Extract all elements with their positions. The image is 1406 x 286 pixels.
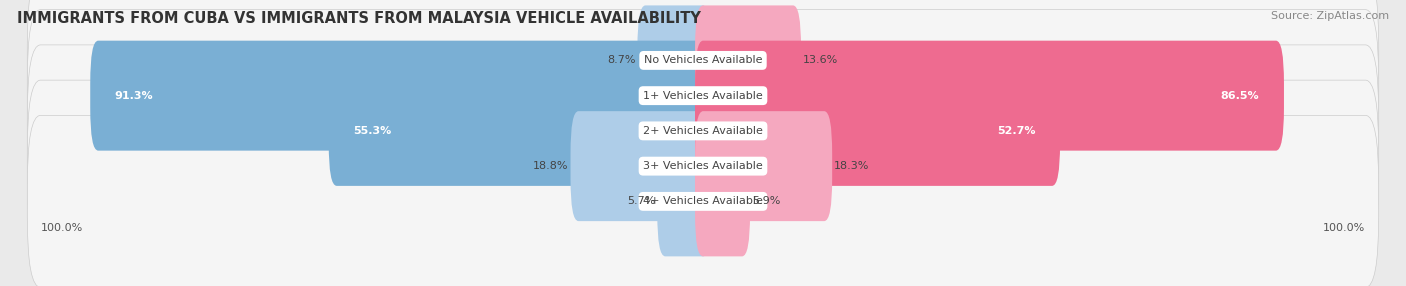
Text: 5.7%: 5.7% bbox=[627, 196, 655, 206]
FancyBboxPatch shape bbox=[695, 5, 801, 115]
FancyBboxPatch shape bbox=[27, 0, 1379, 146]
Text: 18.8%: 18.8% bbox=[533, 161, 568, 171]
Text: 5.9%: 5.9% bbox=[752, 196, 780, 206]
FancyBboxPatch shape bbox=[695, 41, 1284, 151]
Text: 4+ Vehicles Available: 4+ Vehicles Available bbox=[643, 196, 763, 206]
FancyBboxPatch shape bbox=[329, 76, 711, 186]
FancyBboxPatch shape bbox=[695, 146, 749, 256]
FancyBboxPatch shape bbox=[695, 76, 1060, 186]
Text: 2+ Vehicles Available: 2+ Vehicles Available bbox=[643, 126, 763, 136]
Text: No Vehicles Available: No Vehicles Available bbox=[644, 55, 762, 65]
FancyBboxPatch shape bbox=[27, 115, 1379, 286]
FancyBboxPatch shape bbox=[27, 45, 1379, 217]
Text: 91.3%: 91.3% bbox=[115, 91, 153, 101]
Text: 18.3%: 18.3% bbox=[834, 161, 869, 171]
Text: 8.7%: 8.7% bbox=[607, 55, 636, 65]
Text: 100.0%: 100.0% bbox=[41, 223, 83, 233]
FancyBboxPatch shape bbox=[27, 10, 1379, 182]
Text: 3+ Vehicles Available: 3+ Vehicles Available bbox=[643, 161, 763, 171]
FancyBboxPatch shape bbox=[90, 41, 711, 151]
Text: 100.0%: 100.0% bbox=[1323, 223, 1365, 233]
FancyBboxPatch shape bbox=[695, 111, 832, 221]
Text: 1+ Vehicles Available: 1+ Vehicles Available bbox=[643, 91, 763, 101]
Legend: Immigrants from Cuba, Immigrants from Malaysia: Immigrants from Cuba, Immigrants from Ma… bbox=[529, 282, 877, 286]
Text: 86.5%: 86.5% bbox=[1220, 91, 1260, 101]
FancyBboxPatch shape bbox=[637, 5, 711, 115]
Text: 52.7%: 52.7% bbox=[997, 126, 1036, 136]
Text: 13.6%: 13.6% bbox=[803, 55, 838, 65]
Text: IMMIGRANTS FROM CUBA VS IMMIGRANTS FROM MALAYSIA VEHICLE AVAILABILITY: IMMIGRANTS FROM CUBA VS IMMIGRANTS FROM … bbox=[17, 11, 700, 26]
FancyBboxPatch shape bbox=[27, 80, 1379, 252]
Text: Source: ZipAtlas.com: Source: ZipAtlas.com bbox=[1271, 11, 1389, 21]
FancyBboxPatch shape bbox=[571, 111, 711, 221]
Text: 55.3%: 55.3% bbox=[353, 126, 391, 136]
FancyBboxPatch shape bbox=[657, 146, 711, 256]
